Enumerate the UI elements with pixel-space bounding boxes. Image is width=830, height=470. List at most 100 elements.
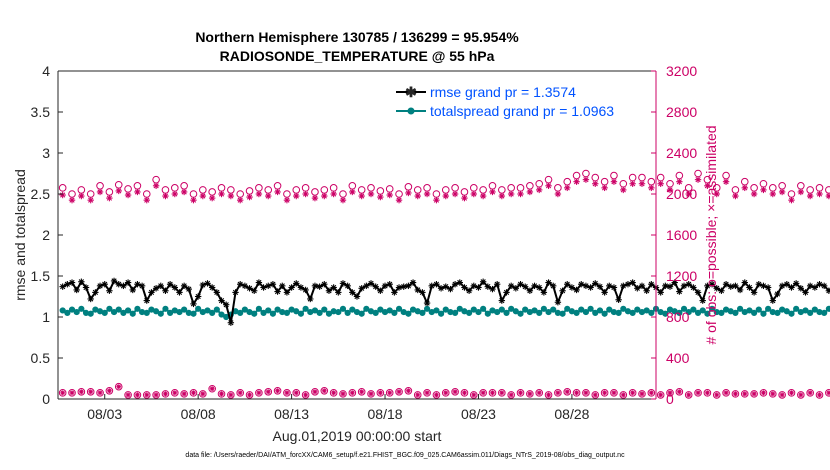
totalspread-point bbox=[344, 309, 351, 316]
obs-low-possible-point bbox=[152, 391, 160, 399]
totalspread-point bbox=[498, 306, 505, 313]
obs-assimilated-point bbox=[442, 192, 449, 200]
obs-assimilated-point bbox=[470, 190, 477, 198]
totalspread-point bbox=[564, 305, 571, 312]
rmse-point bbox=[274, 288, 281, 295]
rmse-point bbox=[405, 282, 412, 290]
obs-low-assimilated-point bbox=[78, 389, 84, 395]
obs-assimilated-point bbox=[274, 188, 281, 196]
obs-low-assimilated-point bbox=[144, 392, 150, 398]
obs-low-possible-point bbox=[208, 384, 216, 393]
rmse-point bbox=[638, 282, 646, 290]
obs-low-possible-point bbox=[114, 382, 123, 391]
obs-possible-point bbox=[740, 177, 749, 186]
obs-low-assimilated-point bbox=[331, 390, 337, 396]
obs-low-assimilated-point bbox=[761, 390, 766, 396]
obs-low-assimilated-point bbox=[60, 390, 66, 396]
totalspread-point bbox=[578, 306, 585, 313]
x-tick-0: 08/03 bbox=[87, 406, 122, 422]
obs-low-possible-point bbox=[554, 389, 562, 397]
obs-assimilated-point bbox=[358, 192, 365, 200]
obs-low-possible-point bbox=[825, 389, 830, 397]
obs-assimilated-point bbox=[489, 188, 496, 196]
rmse-point bbox=[148, 289, 155, 296]
obs-low-possible-point bbox=[199, 390, 207, 398]
obs-low-possible-point bbox=[423, 389, 431, 397]
rmse-point bbox=[115, 281, 122, 288]
obs-low-assimilated-point bbox=[106, 388, 112, 394]
rmse-point bbox=[489, 285, 496, 293]
obs-assimilated-point bbox=[750, 190, 758, 198]
rmse-point bbox=[106, 287, 113, 294]
rmse-point bbox=[811, 284, 819, 291]
obs-low-possible-point bbox=[759, 389, 768, 397]
totalspread-point bbox=[751, 309, 758, 316]
rmse-point bbox=[512, 285, 520, 292]
totalspread-point bbox=[442, 306, 449, 313]
rmse-point bbox=[138, 282, 146, 290]
obs-assimilated-point bbox=[124, 191, 132, 199]
rmse-point bbox=[325, 287, 333, 294]
totalspread-point bbox=[634, 306, 641, 313]
rmse-point bbox=[92, 289, 99, 296]
obs-low-possible-point bbox=[96, 389, 104, 397]
rmse-point bbox=[662, 282, 669, 290]
obs-assimilated-point bbox=[816, 190, 823, 198]
rmse-point bbox=[194, 293, 202, 300]
y-tick-3: 1.5 bbox=[31, 268, 51, 284]
obs-low-possible-point bbox=[236, 389, 245, 397]
obs-low-possible-point bbox=[68, 389, 76, 397]
totalspread-point bbox=[676, 309, 683, 316]
obs-assimilated-point bbox=[741, 184, 748, 192]
y-tick-2: 1 bbox=[42, 309, 50, 325]
obs-assimilated-point bbox=[610, 178, 618, 185]
obs-low-assimilated-point bbox=[583, 390, 589, 396]
obs-possible-point bbox=[722, 171, 730, 180]
obs-low-assimilated-point bbox=[555, 390, 561, 396]
obs-low-assimilated-point bbox=[247, 392, 252, 398]
obs-low-assimilated-point bbox=[826, 390, 830, 396]
rmse-point bbox=[685, 281, 692, 288]
rmse-point bbox=[741, 279, 748, 286]
rmse-point bbox=[699, 297, 706, 304]
obs-low-possible-point bbox=[498, 389, 506, 397]
obs-low-possible-point bbox=[768, 390, 777, 398]
rmse-point bbox=[335, 289, 342, 296]
obs-low-possible-point bbox=[591, 391, 600, 399]
obs-low-assimilated-point bbox=[434, 392, 439, 398]
series-layer bbox=[58, 169, 830, 399]
obs-assimilated-point bbox=[386, 191, 393, 199]
totalspread-point bbox=[101, 309, 108, 316]
obs-low-assimilated-point bbox=[714, 392, 720, 398]
rmse-point bbox=[643, 287, 650, 294]
totalspread-point bbox=[265, 307, 272, 314]
obs-possible-point bbox=[778, 182, 786, 190]
rmse-point bbox=[204, 280, 211, 287]
rmse-point bbox=[349, 289, 356, 296]
rmse-point bbox=[180, 282, 188, 290]
rmse-point bbox=[582, 282, 590, 290]
obs-low-possible-point bbox=[507, 391, 515, 399]
obs-low-assimilated-point bbox=[443, 390, 449, 396]
rmse-point bbox=[750, 289, 758, 296]
totalspread-point bbox=[452, 309, 459, 316]
totalspread-point bbox=[395, 305, 403, 312]
totalspread-point bbox=[260, 309, 267, 316]
rmse-point bbox=[601, 289, 608, 296]
y-tick-5: 2.5 bbox=[31, 186, 51, 202]
totalspread-point bbox=[470, 306, 477, 313]
obs-low-possible-point bbox=[170, 389, 179, 397]
obs-low-assimilated-point bbox=[405, 388, 411, 394]
obs-low-assimilated-point bbox=[667, 390, 673, 396]
obs-low-assimilated-point bbox=[228, 392, 234, 398]
totalspread-point bbox=[204, 307, 211, 314]
y-right-tick-1: 400 bbox=[666, 350, 690, 366]
obs-assimilated-point bbox=[592, 180, 599, 187]
rmse-point bbox=[540, 289, 548, 296]
obs-low-possible-point bbox=[638, 390, 646, 398]
totalspread-point bbox=[302, 305, 309, 312]
totalspread-point bbox=[704, 310, 711, 317]
rmse-point bbox=[573, 286, 580, 294]
obs-assimilated-point bbox=[162, 192, 169, 200]
